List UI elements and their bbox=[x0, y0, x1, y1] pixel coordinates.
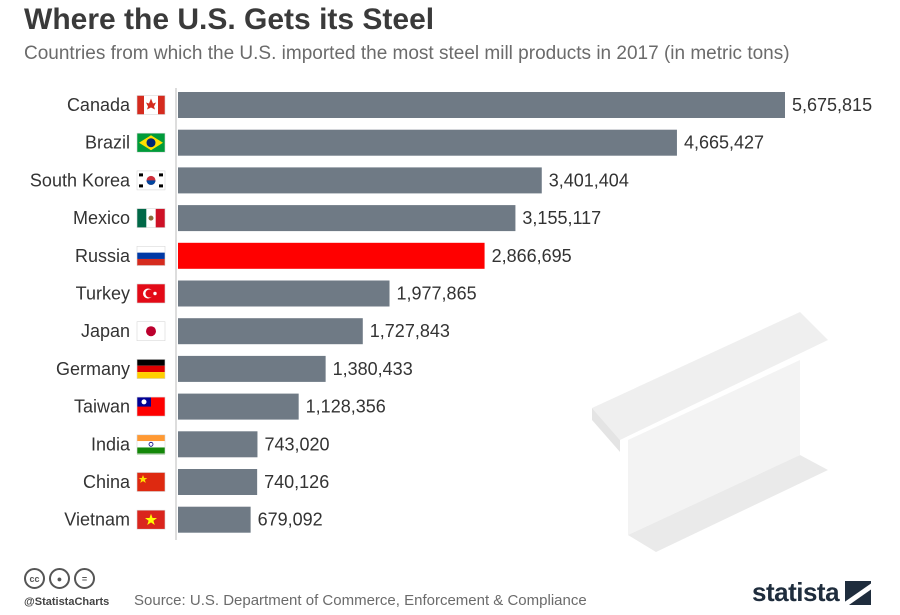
value-label-turkey: 1,977,865 bbox=[397, 284, 477, 304]
creative-commons-icon: cc bbox=[24, 568, 45, 589]
bar-russia bbox=[178, 242, 485, 269]
steel-beam-illustration bbox=[592, 312, 828, 552]
value-label-china: 740,126 bbox=[264, 472, 329, 492]
bar-india bbox=[178, 431, 258, 458]
south-korea-flag-icon bbox=[136, 170, 166, 191]
chart-subtitle: Countries from which the U.S. imported t… bbox=[24, 43, 790, 64]
value-label-india: 743,020 bbox=[264, 434, 329, 454]
bar-brazil bbox=[178, 129, 677, 156]
russia-flag-icon bbox=[136, 246, 166, 266]
taiwan-flag-icon bbox=[136, 396, 166, 417]
source-note: Source: U.S. Department of Commerce, Enf… bbox=[134, 592, 587, 609]
turkey-flag-icon bbox=[136, 283, 166, 304]
category-label-china: China bbox=[83, 472, 131, 492]
category-label-japan: Japan bbox=[81, 321, 130, 341]
mexico-flag-icon bbox=[136, 208, 166, 228]
value-label-japan: 1,727,843 bbox=[370, 321, 450, 341]
value-label-germany: 1,380,433 bbox=[333, 359, 413, 379]
category-label-turkey: Turkey bbox=[76, 284, 130, 304]
statista-wordmark: statista bbox=[752, 577, 840, 607]
category-label-taiwan: Taiwan bbox=[74, 397, 130, 417]
india-flag-icon bbox=[136, 434, 166, 455]
bar-germany bbox=[178, 355, 326, 382]
value-label-brazil: 4,665,427 bbox=[684, 133, 764, 153]
category-label-germany: Germany bbox=[56, 359, 130, 379]
attribution-icon: ● bbox=[49, 568, 70, 589]
brazil-flag-icon bbox=[136, 132, 166, 153]
no-derivatives-icon: = bbox=[74, 568, 95, 589]
category-label-mexico: Mexico bbox=[73, 208, 130, 228]
bar-south-korea bbox=[178, 167, 542, 194]
value-label-south-korea: 3,401,404 bbox=[549, 170, 629, 190]
bar-china bbox=[178, 469, 258, 495]
category-label-russia: Russia bbox=[75, 246, 131, 266]
chart-title: Where the U.S. Gets its Steel bbox=[24, 3, 435, 36]
category-label-india: India bbox=[91, 434, 131, 454]
bar-vietnam bbox=[178, 506, 251, 533]
value-label-russia: 2,866,695 bbox=[492, 246, 572, 266]
china-flag-icon bbox=[136, 472, 166, 492]
bar-chart: Canada 5,675,815 Brazil 4,665,427 South Kore… bbox=[30, 88, 872, 552]
statista-handle: @StatistaCharts bbox=[24, 596, 110, 608]
germany-flag-icon bbox=[136, 359, 166, 379]
japan-flag-icon bbox=[136, 321, 166, 342]
bar-mexico bbox=[178, 205, 516, 232]
vietnam-flag-icon bbox=[136, 509, 166, 530]
bar-taiwan bbox=[178, 393, 299, 420]
license-icons: cc ● = bbox=[24, 568, 95, 589]
bar-japan bbox=[178, 318, 363, 345]
category-label-canada: Canada bbox=[67, 95, 131, 115]
bar-canada bbox=[178, 92, 785, 118]
statista-logo: statista bbox=[752, 577, 872, 608]
category-label-south-korea: South Korea bbox=[30, 170, 131, 190]
value-label-taiwan: 1,128,356 bbox=[306, 397, 386, 417]
statista-logo-icon bbox=[845, 580, 872, 605]
category-label-brazil: Brazil bbox=[85, 133, 130, 153]
category-label-vietnam: Vietnam bbox=[64, 510, 130, 530]
canada-flag-icon bbox=[136, 95, 166, 115]
bar-turkey bbox=[178, 280, 390, 307]
value-label-canada: 5,675,815 bbox=[792, 95, 872, 115]
value-label-mexico: 3,155,117 bbox=[522, 208, 601, 228]
value-label-vietnam: 679,092 bbox=[258, 510, 323, 530]
